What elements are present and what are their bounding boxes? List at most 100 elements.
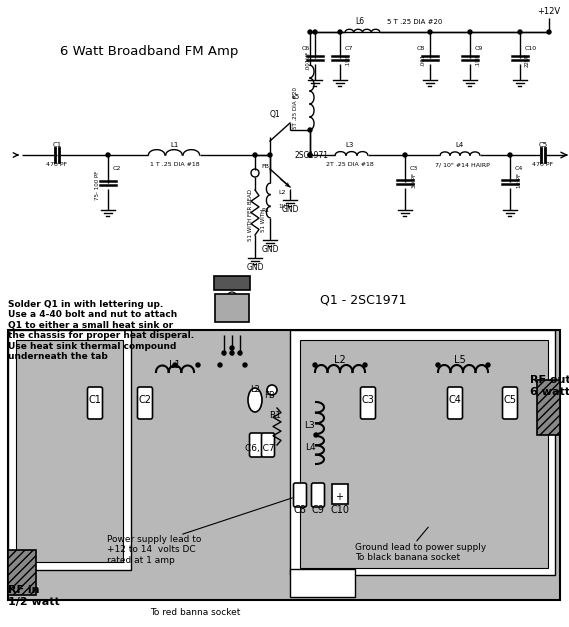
Circle shape — [243, 363, 247, 367]
Text: 51 WITH: 51 WITH — [261, 208, 266, 231]
Text: +: + — [335, 492, 343, 502]
Circle shape — [218, 363, 222, 367]
Bar — [300, 340, 548, 568]
Circle shape — [308, 128, 312, 132]
Circle shape — [403, 153, 407, 157]
Circle shape — [486, 363, 490, 367]
Text: 75- 100 PF: 75- 100 PF — [95, 171, 100, 199]
Circle shape — [363, 363, 367, 367]
Text: C4: C4 — [515, 166, 523, 171]
Text: C6, C7: C6, C7 — [245, 443, 275, 453]
Text: L3: L3 — [304, 421, 315, 429]
Text: 5T .25 DIA #20: 5T .25 DIA #20 — [293, 87, 298, 129]
Ellipse shape — [267, 385, 277, 395]
Text: 39 PF: 39 PF — [412, 172, 417, 187]
Circle shape — [436, 363, 440, 367]
Circle shape — [508, 153, 512, 157]
Circle shape — [313, 30, 317, 34]
Text: L2: L2 — [250, 386, 260, 394]
Circle shape — [230, 351, 234, 355]
Text: 470 PF: 470 PF — [47, 162, 68, 167]
Text: 22UF: 22UF — [525, 53, 530, 67]
Bar — [290, 569, 355, 597]
Text: .1UF: .1UF — [475, 54, 480, 66]
Text: C9: C9 — [312, 505, 324, 515]
Text: C3: C3 — [361, 395, 374, 405]
Text: .001: .001 — [420, 54, 425, 66]
Circle shape — [173, 363, 177, 367]
FancyBboxPatch shape — [249, 433, 262, 457]
Bar — [215, 294, 249, 322]
Text: L2: L2 — [334, 355, 346, 365]
Text: +12V: +12V — [538, 8, 560, 16]
Text: C2: C2 — [138, 395, 151, 405]
Bar — [537, 380, 560, 435]
Text: L4: L4 — [304, 443, 315, 453]
Text: L1: L1 — [171, 142, 179, 148]
Text: 7/ 10" #14 HAIRP: 7/ 10" #14 HAIRP — [435, 162, 489, 167]
Text: Power supply lead to
+12 to 14  volts DC
rated at 1 amp: Power supply lead to +12 to 14 volts DC … — [107, 535, 201, 565]
Bar — [8, 330, 560, 600]
Text: 6 Watt Broadband FM Amp: 6 Watt Broadband FM Amp — [60, 46, 238, 58]
Text: 1UH: 1UH — [278, 204, 290, 209]
Circle shape — [196, 363, 200, 367]
Ellipse shape — [248, 388, 262, 412]
Text: RF out
6 watts: RF out 6 watts — [530, 375, 569, 397]
Text: 1 T .25 DIA #18: 1 T .25 DIA #18 — [150, 162, 200, 167]
Circle shape — [222, 351, 226, 355]
Text: GND: GND — [246, 263, 264, 273]
Circle shape — [253, 153, 257, 157]
Text: C3: C3 — [410, 166, 418, 171]
Text: Ground lead to power supply
To black banana socket: Ground lead to power supply To black ban… — [355, 543, 486, 562]
Circle shape — [518, 30, 522, 34]
Text: C5: C5 — [538, 142, 547, 148]
Text: .001UF: .001UF — [305, 50, 310, 70]
Text: Solder Q1 in with lettering up.
Use a 4-40 bolt and nut to attach
Q1 to either a: Solder Q1 in with lettering up. Use a 4-… — [8, 300, 194, 361]
Bar — [214, 276, 250, 290]
Circle shape — [106, 153, 110, 157]
Bar — [8, 330, 131, 570]
Text: C7: C7 — [345, 46, 353, 51]
Text: Q1: Q1 — [270, 110, 281, 120]
Text: 2SC1971: 2SC1971 — [295, 150, 329, 159]
Text: L5: L5 — [454, 355, 466, 365]
Circle shape — [547, 30, 551, 34]
Text: GND: GND — [281, 206, 299, 214]
Text: C5: C5 — [504, 395, 517, 405]
Text: C1: C1 — [52, 142, 61, 148]
Text: C1: C1 — [89, 395, 101, 405]
Text: L3: L3 — [346, 142, 354, 148]
Circle shape — [308, 30, 312, 34]
Circle shape — [314, 433, 318, 437]
Text: To red banna socket: To red banna socket — [150, 608, 240, 617]
Circle shape — [308, 153, 312, 157]
Text: C8: C8 — [417, 46, 425, 51]
Circle shape — [268, 153, 272, 157]
Circle shape — [338, 30, 342, 34]
Text: C2: C2 — [113, 166, 121, 171]
Text: 51 WITH FER BEAD: 51 WITH FER BEAD — [248, 189, 253, 241]
Circle shape — [238, 351, 242, 355]
Text: Q1 - 2SC1971: Q1 - 2SC1971 — [320, 293, 406, 307]
FancyBboxPatch shape — [88, 387, 102, 419]
Text: 470 PF: 470 PF — [533, 162, 554, 167]
FancyBboxPatch shape — [311, 483, 324, 507]
Text: RF in
1/2 watt: RF in 1/2 watt — [8, 585, 60, 606]
Text: .1UF: .1UF — [345, 54, 350, 66]
FancyBboxPatch shape — [447, 387, 463, 419]
FancyBboxPatch shape — [502, 387, 517, 419]
Bar — [290, 330, 555, 575]
Text: C10: C10 — [525, 46, 537, 51]
Circle shape — [468, 30, 472, 34]
Text: R1: R1 — [261, 208, 269, 213]
Circle shape — [230, 346, 234, 350]
FancyBboxPatch shape — [138, 387, 152, 419]
Text: 12 PF: 12 PF — [517, 172, 522, 187]
Circle shape — [308, 153, 312, 157]
Circle shape — [227, 292, 237, 302]
Circle shape — [313, 363, 317, 367]
FancyBboxPatch shape — [262, 433, 274, 457]
Text: L4: L4 — [456, 142, 464, 148]
Text: L2: L2 — [278, 191, 286, 196]
Text: FB: FB — [265, 391, 275, 399]
